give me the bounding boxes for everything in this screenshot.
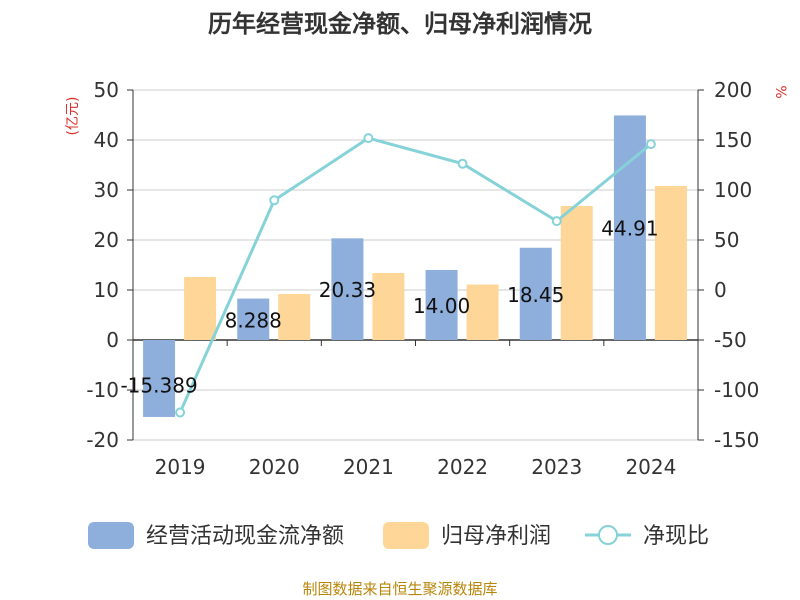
gridlines [133, 89, 698, 441]
right-tick-label: 100 [714, 178, 752, 202]
bar-data-label: 8.288 [225, 308, 282, 332]
legend-line-marker [598, 525, 618, 545]
bar [560, 206, 593, 340]
left-tick-label: 30 [94, 178, 119, 202]
bar-data-label: 44.91 [601, 217, 658, 241]
line-point [175, 407, 186, 418]
bar [519, 247, 552, 340]
bar [278, 294, 311, 340]
x-tick-label: 2024 [625, 455, 676, 479]
line-point [269, 195, 280, 206]
legend-swatch [383, 522, 429, 549]
x-tick-label: 2021 [343, 455, 394, 479]
line-point [457, 158, 468, 169]
line-path [178, 136, 652, 414]
bar [184, 277, 217, 340]
bar [331, 238, 364, 340]
legend-label: 归母净利润 [441, 524, 551, 549]
x-tick-label: 2019 [155, 455, 206, 479]
left-tick-label: 10 [94, 278, 119, 302]
right-axis-unit: % [772, 85, 788, 98]
right-tick-label: -150 [714, 428, 759, 452]
right-tick-label: 150 [714, 128, 752, 152]
axes: -20-1001020304050-150-100-50050100150200… [86, 78, 759, 479]
right-tick-label: 0 [714, 278, 727, 302]
left-tick-label: 0 [106, 328, 119, 352]
source-note: 制图数据来自恒生聚源数据库 [302, 580, 497, 598]
bar [425, 270, 458, 340]
bar [237, 298, 270, 340]
left-tick-label: -20 [86, 428, 119, 452]
legend-label: 净现比 [643, 524, 709, 549]
x-tick-label: 2023 [531, 455, 582, 479]
left-tick-label: 40 [94, 128, 119, 152]
legend-swatch [88, 522, 134, 549]
bar [466, 284, 499, 340]
legend: 经营活动现金流净额 归母净利润 净现比 [88, 522, 709, 549]
right-tick-label: 50 [714, 228, 739, 252]
bar [654, 186, 687, 340]
chart-title: 历年经营现金净额、归母净利润情况 [208, 10, 592, 38]
bar-data-label: 18.45 [507, 283, 564, 307]
bar-data-label: 14.00 [413, 294, 470, 318]
bar [143, 340, 176, 417]
right-tick-label: -50 [714, 328, 747, 352]
line-series [175, 133, 656, 418]
left-axis-unit: (亿元) [65, 97, 81, 136]
bars [143, 115, 687, 417]
bar-data-label: 20.33 [319, 278, 376, 302]
bar-data-label: -15.389 [120, 373, 197, 397]
line-point [551, 216, 562, 227]
x-tick-label: 2022 [437, 455, 488, 479]
x-tick-label: 2020 [249, 455, 300, 479]
legend-label: 经营活动现金流净额 [146, 524, 344, 549]
line-point [363, 133, 374, 144]
left-tick-label: 20 [94, 228, 119, 252]
left-tick-label: -10 [86, 378, 119, 402]
right-tick-label: 200 [714, 78, 752, 102]
line-point [645, 139, 656, 150]
right-tick-label: -100 [714, 378, 759, 402]
left-tick-label: 50 [94, 78, 119, 102]
data-labels: -15.389 8.288 20.33 14.00 18.45 44.91 [120, 217, 658, 398]
bar [372, 273, 405, 340]
